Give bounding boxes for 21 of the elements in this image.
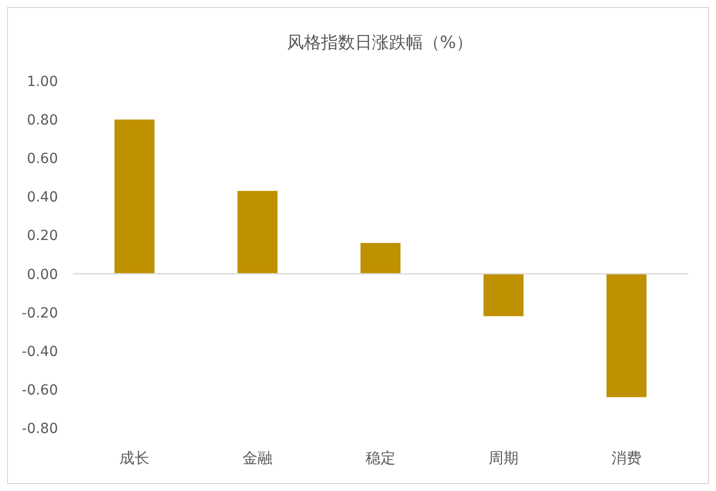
- bar: [484, 274, 524, 316]
- title: 风格指数日涨跌幅（%）: [286, 33, 474, 53]
- y-tick-label: -0.60: [22, 382, 58, 398]
- bar: [238, 190, 278, 274]
- y-tick-label: 1.00: [26, 74, 58, 90]
- y-tick-label: 0.60: [26, 151, 58, 168]
- y-tick-label: 0.40: [26, 190, 58, 206]
- y-tick-label: -0.80: [22, 421, 58, 437]
- y-tick-label: 0.80: [26, 112, 58, 129]
- y-tick-label: 0.00: [26, 266, 58, 283]
- x-tick-label: 稳定: [366, 449, 396, 467]
- x-tick-label: 消费: [612, 449, 642, 467]
- x-tick-label: 金融: [242, 449, 272, 467]
- x-tick-label: 成长: [120, 449, 150, 467]
- x-tick-label: 周期: [488, 449, 518, 467]
- y-tick-label: 0.20: [26, 228, 58, 244]
- bar: [114, 120, 154, 274]
- y-tick-label: -0.40: [22, 344, 58, 360]
- bar: [606, 274, 646, 398]
- bar: [360, 242, 400, 274]
- y-tick-label: -0.20: [22, 305, 58, 322]
